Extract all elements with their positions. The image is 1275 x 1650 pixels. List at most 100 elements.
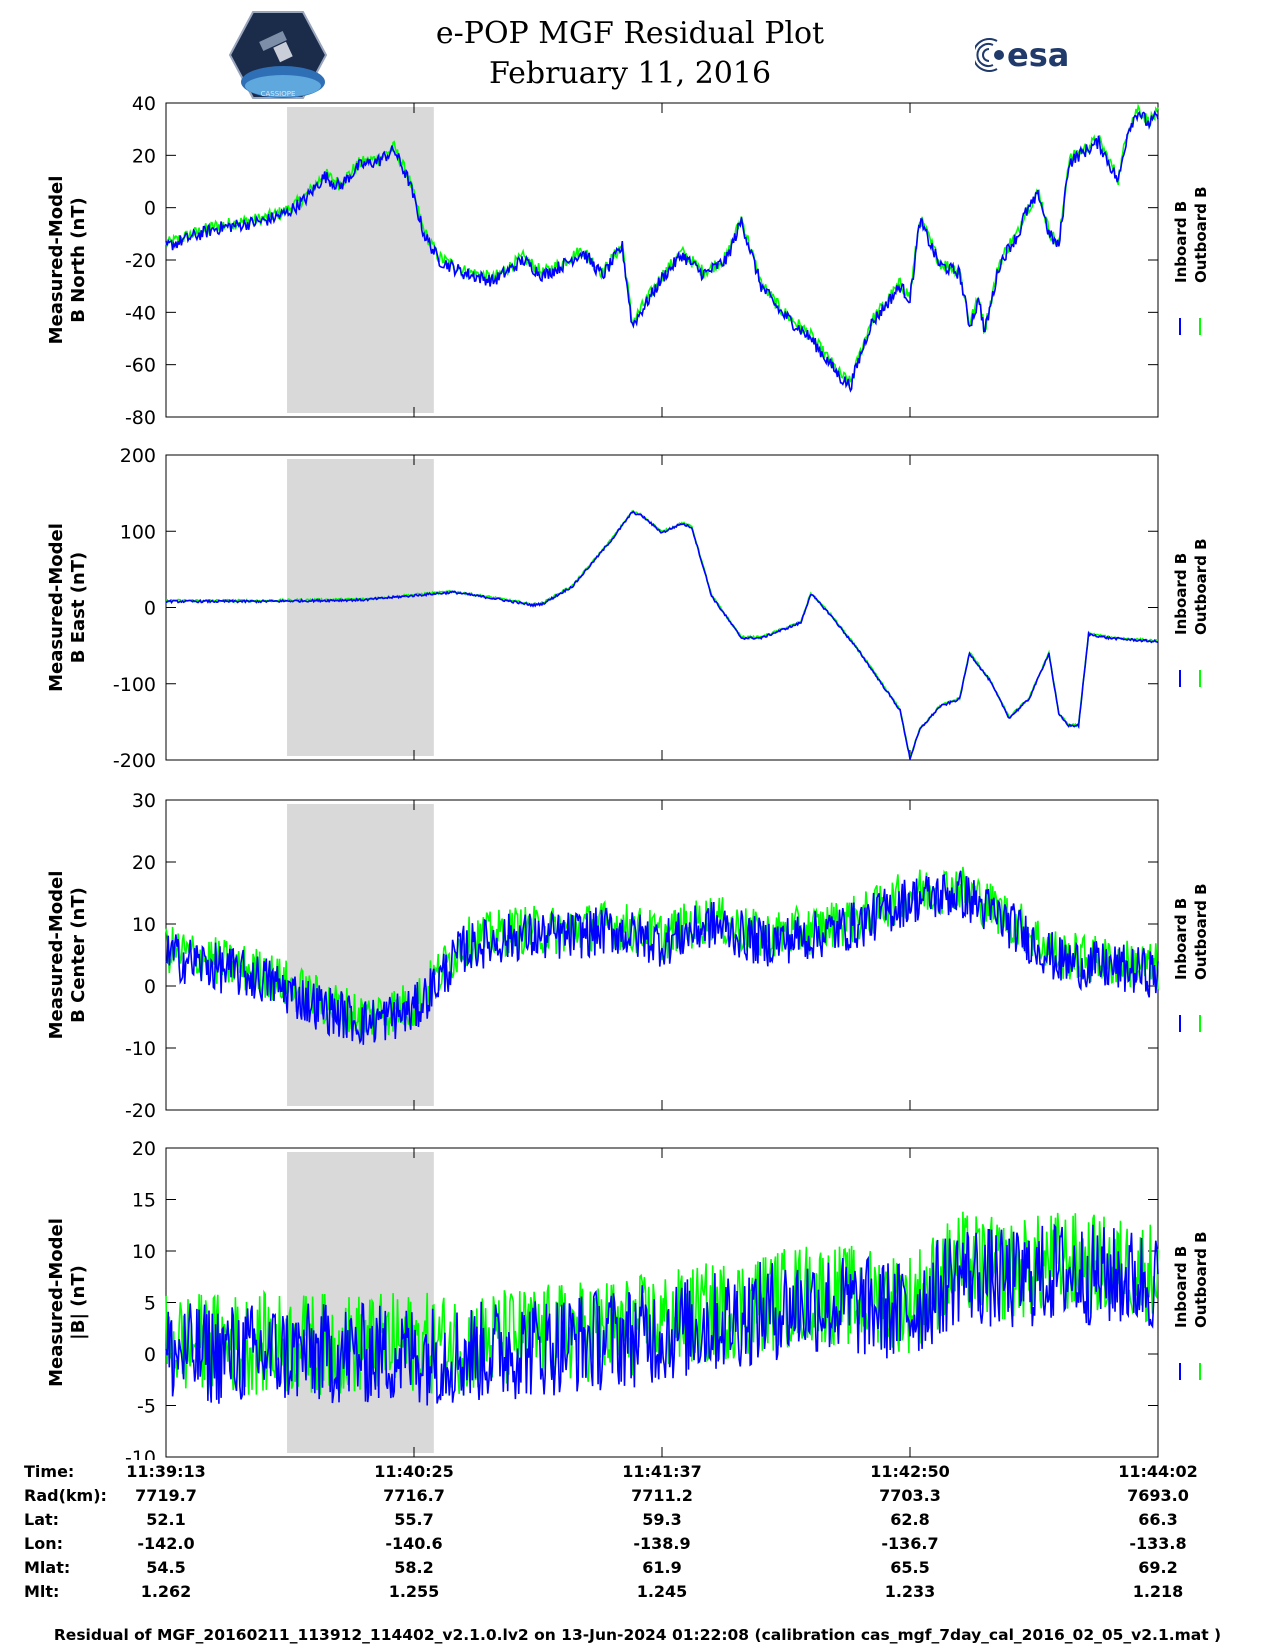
info-value: 65.5 (890, 1558, 930, 1577)
y-axis-label: Measured-ModelB North (nT) (46, 176, 89, 345)
y-axis-label: Measured-Model|B| (nT) (46, 1218, 89, 1387)
info-value: 7711.2 (631, 1486, 693, 1505)
y-tick-label: 20 (132, 852, 156, 874)
y-axis-label-line: B North (nT) (68, 197, 89, 323)
info-value: -138.9 (633, 1534, 691, 1553)
y-tick-label: -10 (125, 1447, 156, 1460)
info-value: 7703.3 (879, 1486, 941, 1505)
chart-date: February 11, 2016 (488, 56, 772, 91)
y-tick-label: 30 (132, 790, 156, 812)
info-value: 11:39:13 (126, 1462, 206, 1481)
info-row: Lon: -142.0 -140.6 -138.9 -136.7 -133.8 (0, 1534, 1275, 1558)
y-tick-label: -20 (125, 1100, 156, 1122)
y-axis-label: Measured-ModelB East (nT) (46, 523, 89, 692)
y-tick-label: -5 (137, 1396, 156, 1418)
shaded-interval (287, 107, 434, 413)
series-line-inboard (165, 870, 1159, 1045)
info-row: Time: 11:39:13 11:40:25 11:41:37 11:42:50 11:… (0, 1462, 1275, 1486)
info-value: 11:42:50 (870, 1462, 950, 1481)
y-tick-label: 0 (144, 976, 156, 998)
info-value: -140.6 (385, 1534, 443, 1553)
panel-3: 30 20 10 0 -10 -20 Measured-ModelB Center (nT)… (46, 790, 1210, 1122)
logo-left-text: CASSIOPE (261, 90, 296, 98)
y-axis-label-line: Measured-Model (46, 176, 67, 345)
y-tick-label: 100 (120, 521, 156, 543)
esa-logo: esa (975, 36, 1069, 74)
y-tick-label: 10 (132, 1241, 156, 1263)
info-value: 7719.7 (135, 1486, 197, 1505)
info-value: 52.1 (146, 1510, 186, 1529)
legend-label: Outboard B (1192, 1231, 1210, 1328)
info-value: 1.262 (140, 1582, 192, 1601)
orbit-info-table: Time: 11:39:13 11:40:25 11:41:37 11:42:50 11:… (0, 1462, 1275, 1622)
series-line-inboard (165, 110, 1159, 393)
shaded-interval (287, 1152, 434, 1453)
legend-label: Inboard B (1172, 898, 1190, 980)
info-row-label: Time: (24, 1462, 75, 1481)
legend-label: Outboard B (1192, 186, 1210, 283)
y-tick-label: 5 (144, 1293, 156, 1315)
info-value: -142.0 (137, 1534, 195, 1553)
y-axis-label-line: Measured-Model (46, 1218, 67, 1387)
y-tick-label: -20 (125, 250, 156, 272)
y-tick-label: 15 (132, 1190, 156, 1212)
y-tick-label: -80 (125, 407, 156, 429)
info-row-label: Rad(km): (24, 1486, 107, 1505)
y-tick-label: 200 (120, 445, 156, 467)
y-tick-label: 0 (144, 198, 156, 220)
y-axis-label-line: B East (nT) (68, 552, 89, 664)
info-row: Mlt: 1.262 1.255 1.245 1.233 1.218 (0, 1582, 1275, 1606)
y-axis-label-line: Measured-Model (46, 523, 67, 692)
legend-label: Inboard B (1172, 553, 1190, 635)
y-tick-label: 0 (144, 1344, 156, 1366)
info-row-label: Lon: (24, 1534, 63, 1553)
cassiope-logo: CASSIOPE (228, 11, 328, 99)
y-tick-label: -60 (125, 355, 156, 377)
y-tick-label: 20 (132, 145, 156, 167)
info-value: 59.3 (642, 1510, 682, 1529)
series-line-inboard (165, 510, 1159, 760)
shaded-interval (287, 804, 434, 1106)
chart-title: e-POP MGF Residual Plot (435, 16, 825, 51)
y-tick-label: 0 (144, 598, 156, 620)
series-line-inboard (165, 1223, 1159, 1406)
legend-label: Inboard B (1172, 1246, 1190, 1328)
legend-label: Outboard B (1192, 538, 1210, 635)
info-value: 69.2 (1138, 1558, 1178, 1577)
info-row-label: Mlat: (24, 1558, 71, 1577)
y-tick-label: -200 (113, 750, 156, 772)
y-tick-label: -10 (125, 1038, 156, 1060)
info-row-label: Lat: (24, 1510, 60, 1529)
y-axis-label-line: |B| (nT) (68, 1265, 89, 1340)
info-value: 1.245 (636, 1582, 688, 1601)
info-row: Mlat: 54.5 58.2 61.9 65.5 69.2 (0, 1558, 1275, 1582)
title-block: e-POP MGF Residual Plot February 11, 201… (400, 14, 860, 94)
info-value: 11:44:02 (1118, 1462, 1198, 1481)
info-value: -133.8 (1129, 1534, 1187, 1553)
y-tick-label: 10 (132, 914, 156, 936)
info-value: 1.233 (884, 1582, 936, 1601)
info-value: 54.5 (146, 1558, 186, 1577)
panel-1: 40 20 0 -20 -40 -60 -80 Measured-ModelB North (… (46, 93, 1210, 429)
series-line-outboard (165, 866, 1159, 1038)
info-row: Lat: 52.1 55.7 59.3 62.8 66.3 (0, 1510, 1275, 1534)
logo-right-text: esa (1007, 36, 1069, 74)
info-value: 11:41:37 (622, 1462, 702, 1481)
y-axis-label-line: Measured-Model (46, 871, 67, 1040)
footer-caption: Residual of MGF_20160211_113912_114402_v… (53, 1626, 1222, 1644)
info-row-label: Mlt: (24, 1582, 60, 1601)
info-value: 11:40:25 (374, 1462, 454, 1481)
info-row: Rad(km): 7719.7 7716.7 7711.2 7703.3 7693.0 (0, 1486, 1275, 1510)
info-value: 1.218 (1132, 1582, 1184, 1601)
info-value: 55.7 (394, 1510, 434, 1529)
info-value: 7716.7 (383, 1486, 445, 1505)
y-tick-label: -100 (113, 674, 156, 696)
legend-label: Inboard B (1172, 201, 1190, 283)
info-value: 7693.0 (1127, 1486, 1189, 1505)
shaded-interval (287, 459, 434, 756)
info-value: 1.255 (388, 1582, 440, 1601)
info-value: 61.9 (642, 1558, 682, 1577)
info-value: 58.2 (394, 1558, 434, 1577)
y-axis-label-line: B Center (nT) (68, 887, 89, 1023)
